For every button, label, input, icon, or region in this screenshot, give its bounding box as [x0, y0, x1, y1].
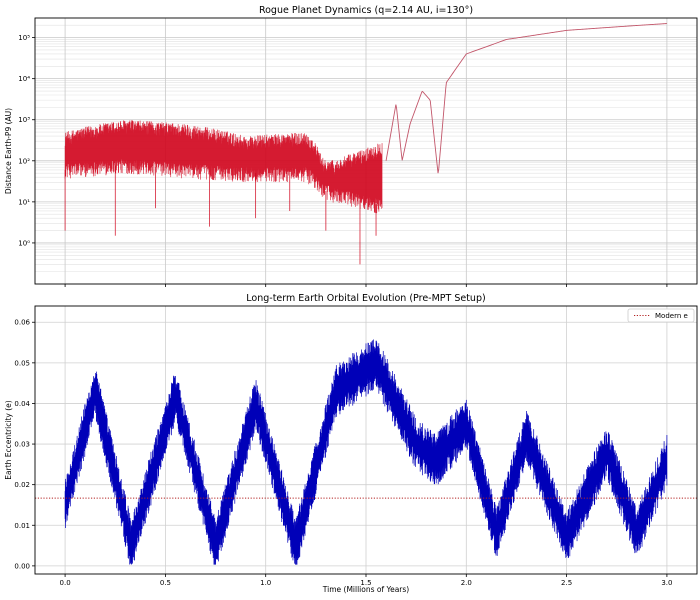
- legend: Modern e: [627, 308, 695, 323]
- distance-chart-ylabel: Distance Earth-P9 (AU): [4, 108, 13, 194]
- eccentricity-chart-xlabel: Time (Millions of Years): [322, 585, 410, 594]
- y-tick-label: 0.04: [14, 400, 30, 408]
- y-tick-label: 0.02: [14, 481, 30, 489]
- x-tick-label: 1.0: [260, 579, 271, 587]
- x-tick-label: 2.5: [561, 579, 572, 587]
- eccentricity-chart: Long-term Earth Orbital Evolution (Pre-M…: [4, 293, 698, 594]
- y-tick-label: 0.00: [14, 562, 30, 570]
- eccentricity-chart-frame: [34, 305, 698, 575]
- y-tick-label: 0.03: [14, 441, 30, 449]
- distance-escape-curve: [385, 23, 667, 174]
- eccentricity-chart-plot-area: [35, 339, 697, 565]
- y-tick-label: 0.01: [14, 522, 30, 530]
- eccentricity-chart-title: Long-term Earth Orbital Evolution (Pre-M…: [246, 293, 485, 304]
- x-tick-label: 0.5: [160, 579, 171, 587]
- x-tick-label: 2.0: [461, 579, 472, 587]
- distance-series-line: [64, 120, 383, 214]
- legend-modern-e-label: Modern e: [655, 312, 688, 320]
- eccentricity-chart-ticks: 0.00 0.01 0.02 0.03 0.04 0.05 0.06 0.0 0.5 1.0 1.5…: [14, 319, 672, 587]
- distance-chart-title: Rogue Planet Dynamics (q=2.14 AU, i=130°…: [259, 5, 473, 16]
- earth-eccentricity-line: [64, 339, 668, 565]
- eccentricity-chart-ylabel: Earth Eccentricity (e): [4, 400, 13, 479]
- x-tick-label: 0.0: [60, 579, 71, 587]
- y-tick-label: 0.06: [14, 319, 30, 327]
- distance-chart: Rogue Planet Dynamics (q=2.14 AU, i=130°…: [4, 5, 698, 287]
- y-tick-label: 10¹: [18, 198, 30, 206]
- distance-chart-plot-area: [64, 23, 667, 265]
- y-tick-label: 10²: [18, 157, 30, 165]
- y-tick-label: 0.05: [14, 359, 30, 367]
- distance-chart-frame: [34, 17, 698, 285]
- y-tick-label: 10³: [18, 116, 30, 124]
- distance-chart-ticks: 10⁰ 10¹ 10² 10³ 10⁴ 10⁵: [18, 34, 668, 287]
- y-tick-label: 10⁵: [18, 34, 30, 42]
- x-tick-label: 1.5: [360, 579, 371, 587]
- x-tick-label: 3.0: [661, 579, 672, 587]
- y-tick-label: 10⁴: [18, 75, 30, 83]
- y-tick-label: 10⁰: [18, 239, 30, 247]
- legend-box: [627, 308, 695, 323]
